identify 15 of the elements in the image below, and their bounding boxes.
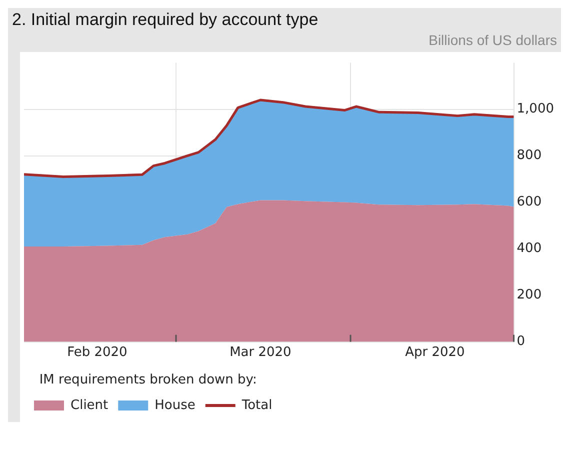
y-tick-label: 800 — [516, 148, 542, 164]
legend-title: IM requirements broken down by: — [39, 372, 257, 388]
x-tick-label: Feb 2020 — [67, 344, 128, 360]
legend-label: Client — [70, 398, 108, 413]
x-tick-label: Apr 2020 — [405, 344, 465, 360]
y-tick-label: 200 — [516, 288, 542, 303]
y-tick-label: 0 — [516, 334, 526, 350]
x-tick-label: Mar 2020 — [230, 344, 292, 360]
y-tick-label: 1,000 — [516, 102, 554, 117]
legend-label: Total — [240, 398, 272, 413]
chart-title: 2. Initial margin required by account type — [11, 9, 320, 30]
legend-label: House — [154, 398, 196, 413]
y-tick-label: 600 — [516, 194, 542, 210]
y-axis-title: Billions of US dollars — [428, 31, 558, 50]
y-tick-label: 400 — [516, 241, 542, 256]
